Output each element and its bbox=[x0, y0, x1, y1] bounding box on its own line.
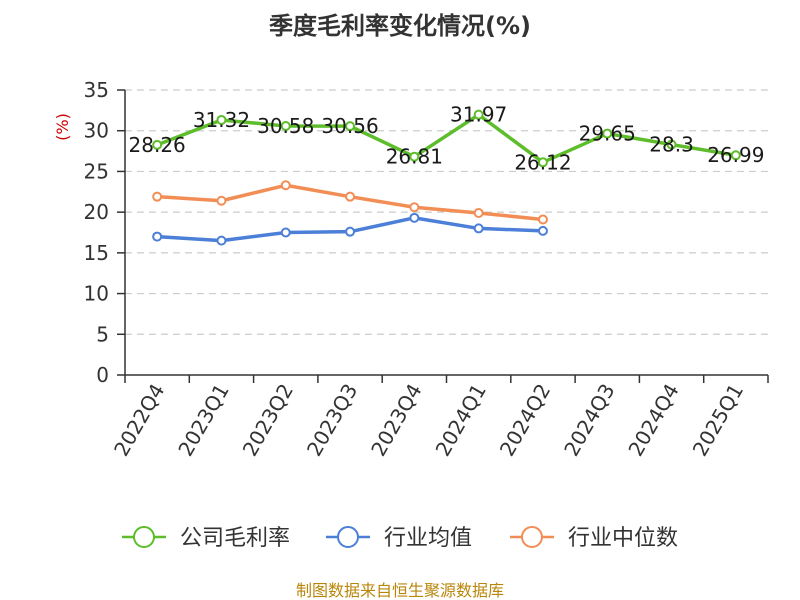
data-point[interactable] bbox=[216, 195, 227, 206]
axes bbox=[117, 89, 769, 383]
data-point[interactable] bbox=[602, 128, 613, 139]
data-label: 26.81 bbox=[386, 145, 443, 169]
data-point[interactable] bbox=[730, 150, 741, 161]
y-tick-label: 15 bbox=[84, 241, 109, 265]
data-label: 29.65 bbox=[579, 122, 636, 146]
legend-label: 行业均值 bbox=[384, 526, 472, 551]
data-point[interactable] bbox=[473, 109, 484, 120]
data-point[interactable] bbox=[409, 212, 420, 223]
legend-label: 公司毛利率 bbox=[180, 526, 290, 551]
data-label: 31.97 bbox=[450, 103, 507, 127]
x-tick-label: 2023Q2 bbox=[238, 380, 298, 461]
y-tick-label: 20 bbox=[84, 200, 109, 224]
data-point[interactable] bbox=[409, 151, 420, 162]
data-point[interactable] bbox=[666, 139, 677, 150]
legend-item[interactable]: 行业中位数 bbox=[510, 526, 678, 551]
x-tick-label: 2024Q2 bbox=[495, 380, 555, 461]
x-tick-label: 2022Q4 bbox=[109, 380, 169, 461]
x-tick-label: 2024Q1 bbox=[431, 380, 491, 461]
data-point[interactable] bbox=[537, 157, 548, 168]
data-label: 31.32 bbox=[193, 108, 250, 132]
data-point[interactable] bbox=[345, 191, 356, 202]
data-point[interactable] bbox=[216, 235, 227, 246]
data-point[interactable] bbox=[473, 223, 484, 234]
series-2 bbox=[152, 180, 548, 225]
data-point[interactable] bbox=[152, 191, 163, 202]
x-tick-label: 2024Q3 bbox=[559, 380, 619, 461]
data-label: 28.26 bbox=[129, 133, 186, 157]
data-point[interactable] bbox=[280, 120, 291, 131]
y-tick-label: 10 bbox=[84, 282, 109, 306]
series-line bbox=[156, 112, 737, 165]
data-point[interactable] bbox=[216, 114, 227, 125]
data-point[interactable] bbox=[152, 231, 163, 242]
data-point[interactable] bbox=[537, 214, 548, 225]
y-tick-label: 5 bbox=[96, 322, 109, 346]
y-axis-label: (%) bbox=[53, 113, 72, 141]
series-1 bbox=[152, 212, 548, 246]
legend-marker bbox=[521, 526, 543, 548]
data-point[interactable] bbox=[152, 139, 163, 150]
legend-label: 行业中位数 bbox=[568, 526, 678, 551]
series-line bbox=[157, 183, 544, 222]
data-label: 26.99 bbox=[707, 143, 764, 167]
x-tick-label: 2023Q3 bbox=[302, 380, 362, 461]
data-point[interactable] bbox=[345, 121, 356, 132]
y-tick-label: 30 bbox=[84, 119, 109, 143]
legend-item[interactable]: 行业均值 bbox=[326, 526, 472, 551]
y-tick-label: 25 bbox=[84, 159, 109, 183]
data-label: 30.58 bbox=[257, 114, 314, 138]
data-label: 30.56 bbox=[321, 114, 378, 138]
y-ticks: 0 5 10 15 20 25 30 35 bbox=[84, 78, 109, 387]
data-point[interactable] bbox=[280, 180, 291, 191]
x-tick-label: 2024Q4 bbox=[623, 380, 683, 461]
legend-item[interactable]: 公司毛利率 bbox=[122, 526, 290, 551]
data-point[interactable] bbox=[345, 226, 356, 237]
legend-marker bbox=[133, 526, 155, 548]
y-tick-label: 0 bbox=[96, 363, 109, 387]
y-tick-label: 35 bbox=[84, 78, 109, 102]
x-ticks: 2022Q4 2023Q1 2023Q2 2023Q3 2023Q4 2024Q1 2024… bbox=[109, 380, 748, 461]
data-point[interactable] bbox=[537, 225, 548, 236]
data-label: 28.3 bbox=[649, 133, 694, 157]
chart-title: 季度毛利率变化情况(%) bbox=[269, 12, 531, 40]
data-point[interactable] bbox=[473, 207, 484, 218]
source-note: 制图数据来自恒生聚源数据库 bbox=[296, 581, 504, 600]
x-tick-label: 2023Q1 bbox=[173, 380, 233, 461]
data-label: 26.12 bbox=[514, 150, 571, 174]
x-tick-label: 2023Q4 bbox=[366, 380, 426, 461]
legend[interactable]: 公司毛利率 行业均值 行业中位数 bbox=[122, 526, 678, 551]
data-point[interactable] bbox=[409, 202, 420, 213]
data-point[interactable] bbox=[280, 227, 291, 238]
x-tick-label: 2025Q1 bbox=[688, 380, 748, 461]
series-layer: 28.26 31.32 30.58 30.56 26.81 31.97 26.12 29.65… bbox=[129, 103, 765, 246]
series-0: 28.26 31.32 30.58 30.56 26.81 31.97 26.12 29.65… bbox=[129, 103, 765, 175]
legend-marker bbox=[337, 526, 359, 548]
